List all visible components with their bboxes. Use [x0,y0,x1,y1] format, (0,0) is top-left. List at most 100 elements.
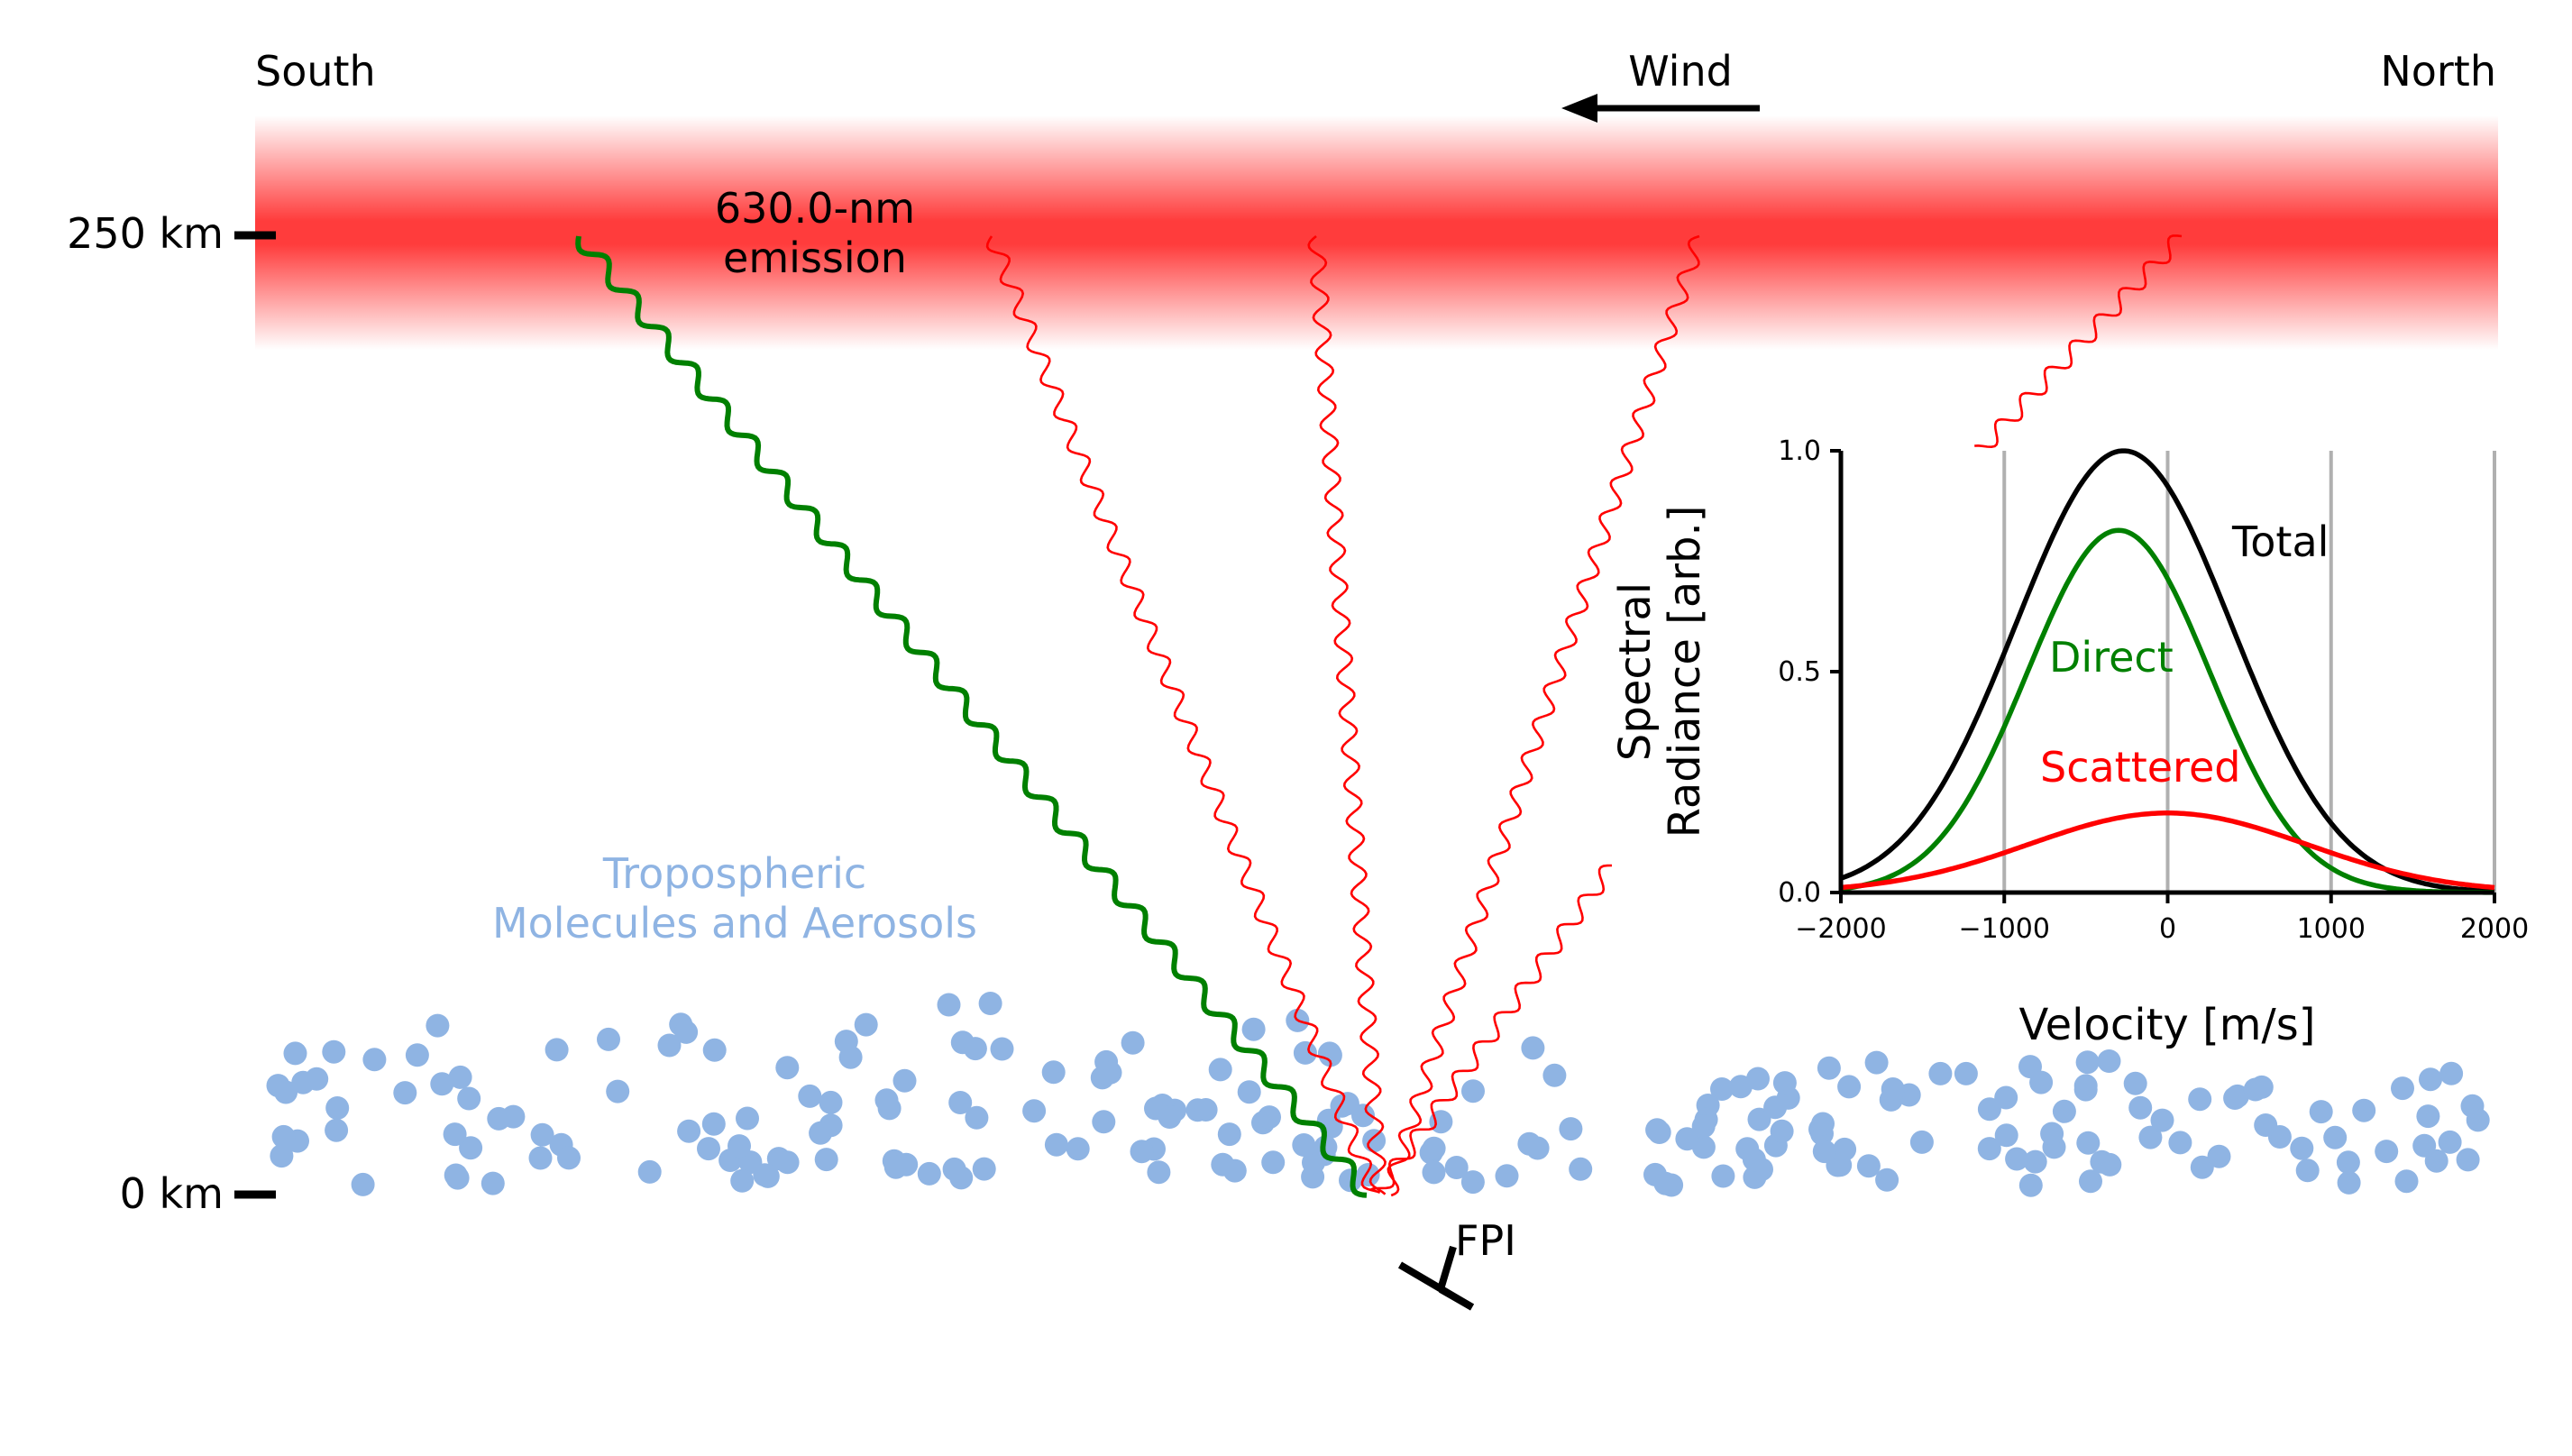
particle [1994,1123,2018,1148]
scattered-light-ray [1307,235,1387,1195]
particle [978,992,1002,1015]
emission-label-line2: emission [723,234,907,282]
particle [1092,1110,1116,1134]
particle [443,1122,467,1147]
particle [274,1080,298,1104]
particle [457,1086,481,1111]
particle [557,1146,581,1170]
particle [1994,1085,2018,1110]
particle [834,1030,858,1054]
chart-x-axis-label: Velocity [m/s] [2019,1000,2316,1050]
particle [2254,1113,2278,1137]
light-rays [575,234,2183,1198]
particle [448,1065,472,1089]
particle [1977,1137,2001,1161]
altitude-label-250km: 250 km [67,209,224,258]
particle [1875,1168,1899,1192]
particle [2223,1086,2247,1110]
particle [2416,1104,2440,1129]
particle [1217,1122,1241,1147]
particle [1772,1071,1797,1095]
particle [637,1159,662,1184]
particle [2290,1136,2314,1160]
particle [1194,1098,1218,1122]
particle [362,1048,387,1072]
particle [1856,1154,1881,1178]
particle [1095,1061,1120,1085]
particle [1711,1164,1735,1188]
series-line-scattered [1840,810,2495,891]
scattered-light-ray [1974,234,2183,448]
particle [2438,1130,2462,1154]
particle [819,1090,843,1114]
particle [1735,1137,1760,1161]
particle [2005,1147,2029,1171]
particle [1130,1140,1154,1164]
particle [1770,1119,1794,1143]
particle [1833,1137,1857,1161]
particle [701,1112,726,1136]
particle [972,1157,996,1181]
particle [1495,1164,1519,1188]
particle [2073,1074,2098,1098]
particle [2295,1158,2320,1183]
particle [2023,1149,2047,1174]
spectral-radiance-chart: −2000 −1000 0 1000 2000 0.0 0.5 1.0 Velocity [m… [1610,435,2529,1050]
particle [2123,1071,2147,1095]
particle [2323,1125,2348,1149]
particle [1812,1140,1836,1164]
particle [1121,1030,1145,1055]
particle [1954,1061,1978,1085]
particle [1318,1043,1342,1067]
particle [1362,1129,1387,1153]
particle [1747,1107,1771,1131]
scattered-light-ray [1387,234,1700,1197]
particle [990,1037,1014,1061]
particle [1559,1117,1583,1141]
particle [2207,1144,2231,1168]
particle [1817,1056,1841,1080]
particle [2075,1050,2100,1075]
emission-label-line1: 630.0-nm [715,184,915,233]
particle [730,1168,755,1193]
particle [1461,1079,1485,1103]
particle [405,1043,429,1067]
particle [1292,1133,1316,1157]
particle [775,1056,800,1080]
particle [1158,1105,1182,1129]
particle [1460,1170,1485,1195]
particle [2097,1049,2121,1073]
particle [1422,1136,1446,1160]
particle [702,1038,727,1062]
particle [1746,1067,1770,1091]
particle [2336,1150,2360,1175]
particle [657,1033,682,1058]
particle [2018,1173,2043,1197]
y-tick-label: 1.0 [1778,435,1821,467]
particle [2424,1149,2448,1173]
particle [1422,1160,1446,1185]
particle [325,1118,349,1142]
tropospheric-particles [266,992,2490,1197]
particle [2394,1169,2419,1194]
particle [755,1164,780,1188]
particle [2309,1100,2333,1124]
scattered-light-ray [1369,864,1613,1192]
particle [1977,1097,2001,1122]
south-label: South [255,47,376,96]
particle [1691,1114,1716,1139]
particle [2460,1094,2485,1118]
particle [271,1124,296,1149]
particle [2375,1140,2399,1164]
chart-grid [2002,451,2496,893]
chart-y-axis-label-line1: Spectral [1610,582,1661,761]
particle [2456,1148,2480,1172]
wind-label: Wind [1628,47,1733,96]
particle [1710,1077,1734,1101]
x-tick-label: 2000 [2460,913,2529,945]
particle [1517,1131,1542,1156]
particle [798,1084,822,1108]
particle [1208,1058,1232,1082]
emission-layer [255,115,2498,350]
particle [2040,1122,2064,1146]
